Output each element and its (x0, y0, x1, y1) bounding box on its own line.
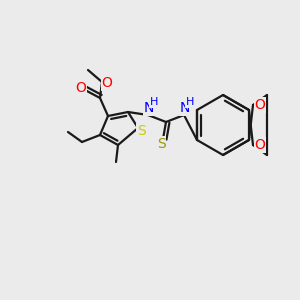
Text: O: O (255, 138, 266, 152)
Text: S: S (136, 124, 146, 138)
Text: S: S (157, 137, 165, 151)
Text: O: O (255, 98, 266, 112)
Text: N: N (144, 101, 154, 115)
Text: O: O (76, 81, 86, 95)
Text: O: O (102, 76, 112, 90)
Text: H: H (186, 97, 194, 107)
Text: H: H (150, 97, 158, 107)
Text: N: N (180, 101, 190, 115)
